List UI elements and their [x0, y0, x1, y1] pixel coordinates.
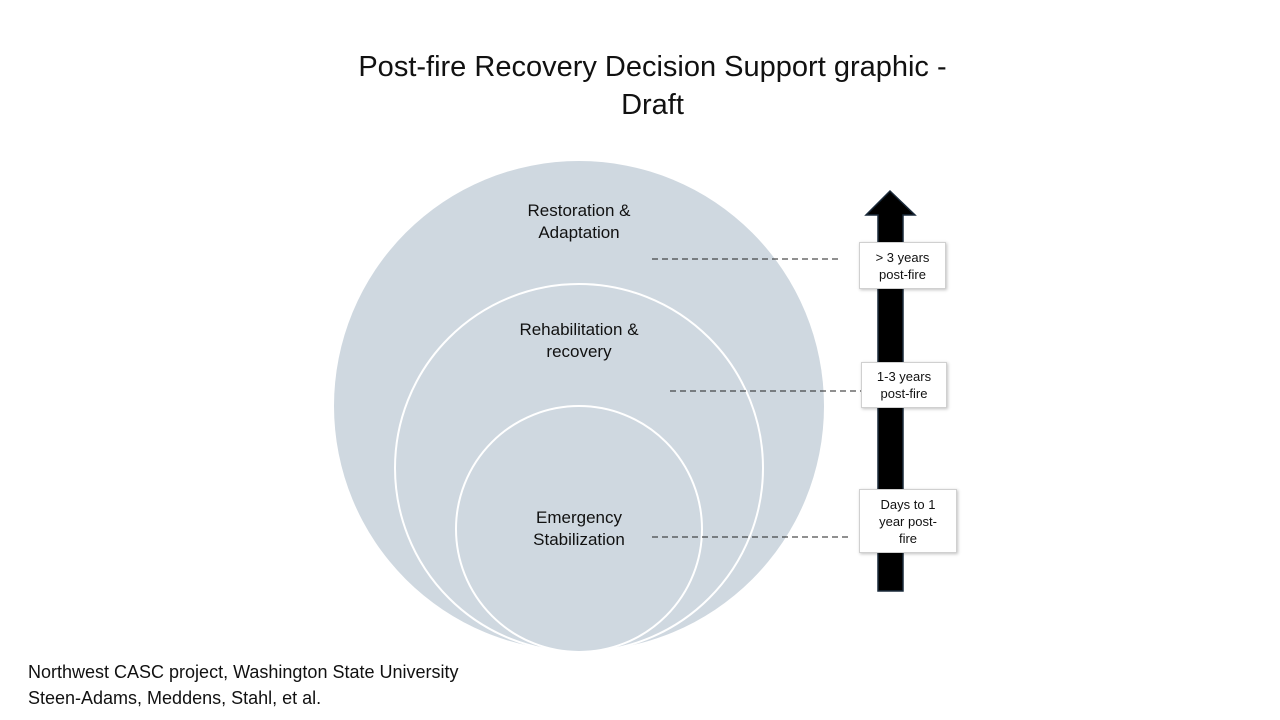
stage-label-emergency: Emergency Stabilization	[533, 508, 625, 549]
credits-line-project: Northwest CASC project, Washington State…	[28, 662, 459, 682]
timeframe-box-1-3-years: 1-3 years post-fire	[861, 362, 947, 408]
timeframe-box-over-3-years: > 3 years post-fire	[859, 242, 946, 289]
title-line-2: Draft	[621, 89, 684, 121]
page-title: Post-fire Recovery Decision Support grap…	[300, 48, 1005, 124]
credits-footer: Northwest CASC project, Washington State…	[28, 659, 459, 711]
stage-label-restoration: Restoration & Adaptation	[527, 201, 631, 242]
credits-line-authors: Steen-Adams, Meddens, Stahl, et al.	[28, 688, 322, 708]
timeframe-box-days-to-1-year: Days to 1 year post- fire	[859, 489, 957, 553]
title-line-1: Post-fire Recovery Decision Support grap…	[358, 51, 947, 83]
inner-circle-emergency	[455, 405, 703, 653]
stage-label-rehabilitation: Rehabilitation & recovery	[519, 320, 639, 361]
